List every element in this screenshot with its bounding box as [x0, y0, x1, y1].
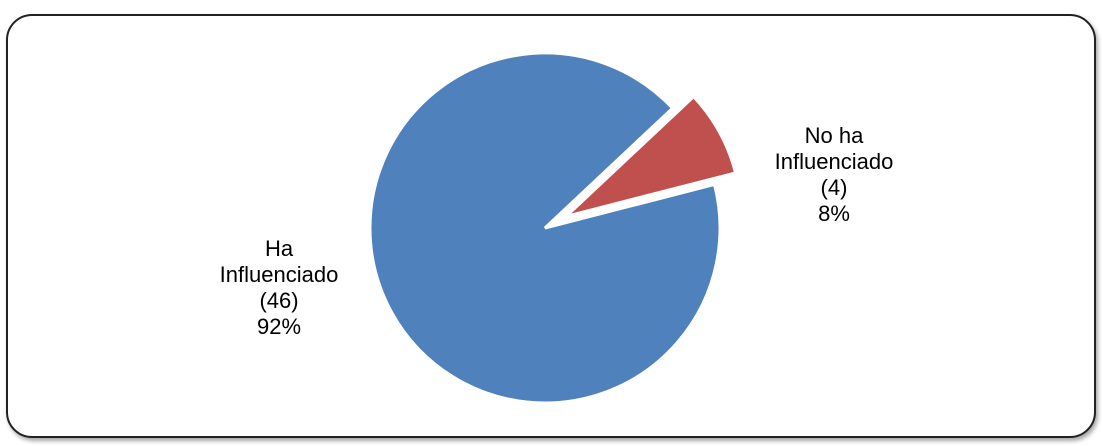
- slice-label-no-ha-influenciado: No ha Influenciado (4) 8%: [775, 123, 894, 226]
- slice-label-line: Influenciado: [220, 262, 339, 287]
- pie-slice-no-ha-influenciado: [565, 94, 738, 218]
- slice-label-line: No ha: [805, 123, 864, 148]
- slice-label-line: 92%: [257, 314, 301, 339]
- slice-label-line: Influenciado: [775, 149, 894, 174]
- pie-slice-ha-influenciado: [368, 51, 722, 405]
- slice-labels: Ha Influenciado (46) 92%No ha Influenciado (4…: [220, 123, 894, 339]
- slice-label-line: 8%: [818, 201, 850, 226]
- slice-label-ha-influenciado: Ha Influenciado (46) 92%: [220, 236, 339, 339]
- slice-label-line: (4): [821, 175, 848, 200]
- slice-label-line: Ha: [265, 236, 294, 261]
- pie-slices: [368, 51, 738, 405]
- slice-label-line: (46): [259, 288, 298, 313]
